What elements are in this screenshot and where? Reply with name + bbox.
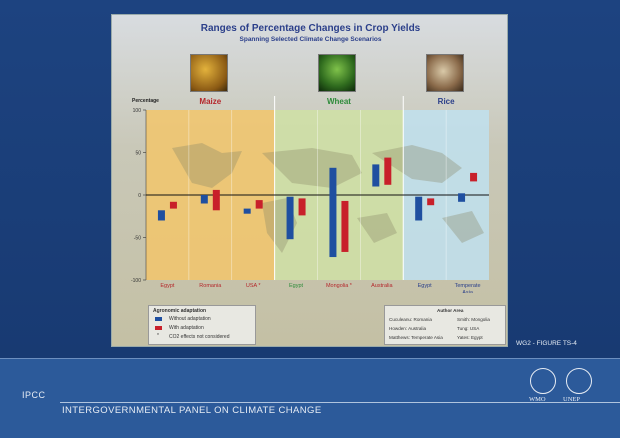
y-tick-label: 50 (135, 151, 141, 157)
author-entry: Tung: USA (457, 326, 480, 331)
author-entry: Yates: Egypt (457, 335, 483, 340)
maize-photo (190, 54, 228, 92)
footer-divider (60, 402, 620, 403)
bar-with-adaptation (255, 200, 263, 209)
legend: Agronomic adaptation Without adaptation … (148, 305, 256, 345)
wmo-logo-icon (530, 368, 556, 394)
bar-without-adaptation (157, 210, 165, 221)
y-tick-label: 0 (138, 193, 141, 199)
legend-title: Agronomic adaptation (153, 308, 207, 314)
legend-item-without: Without adaptation (169, 316, 211, 322)
legend-swatch-without (155, 317, 162, 321)
crop-label: Maize (199, 97, 221, 106)
bar-with-adaptation (384, 157, 392, 185)
region-label: Egypt (418, 283, 433, 289)
legend-item-co2: CO2 effects not considered (169, 334, 230, 340)
map-landmass (357, 213, 397, 243)
legend-asterisk: * (157, 333, 159, 339)
region-label: Egypt (289, 283, 304, 289)
ipcc-full-name: INTERGOVERNMENTAL PANEL ON CLIMATE CHANG… (62, 405, 322, 416)
bar-without-adaptation (458, 193, 466, 202)
author-entry: Smith: Mongolia (457, 317, 490, 322)
crop-yield-chart: Maize Wheat Rice 100 50 0 -50 -100 Percentage Egy… (131, 96, 489, 293)
author-area-box: Author Area Cuculeanu: Romania Smith: Mo… (384, 305, 506, 345)
y-tick-label: 100 (133, 108, 142, 114)
region-label: Mongolia * (326, 283, 353, 289)
y-tick-label: -50 (134, 236, 141, 242)
map-landmass (262, 148, 362, 188)
rice-photo (426, 54, 464, 92)
author-entry: Howden: Australia (389, 326, 427, 331)
legend-swatch-with (155, 326, 162, 330)
unep-logo-icon (566, 368, 592, 394)
crop-label: Rice (438, 97, 455, 106)
bar-without-adaptation (243, 208, 251, 214)
author-title: Author Area (437, 308, 464, 313)
region-label: Romania (199, 283, 222, 289)
crop-label: Wheat (327, 97, 351, 106)
chart-title: Ranges of Percentage Changes in Crop Yie… (200, 23, 421, 34)
region-label: Temperate (455, 283, 481, 289)
map-landmass (442, 211, 484, 243)
author-entry: Cuculeanu: Romania (389, 317, 432, 322)
author-entry: Matthews: Temperate Asia (389, 335, 443, 340)
map-landmass (372, 145, 462, 183)
bar-with-adaptation (427, 198, 435, 206)
bar-with-adaptation (298, 198, 306, 216)
bar-without-adaptation (329, 167, 337, 258)
y-axis-label: Percentage (132, 98, 159, 104)
unep-logo-text: UNEP (563, 396, 580, 403)
bar-without-adaptation (286, 196, 294, 240)
region-label: Australia (371, 283, 393, 289)
bar-with-adaptation (341, 200, 349, 252)
bar-without-adaptation (200, 195, 208, 204)
bar-with-adaptation (212, 189, 220, 211)
footer-band (0, 358, 620, 438)
region-label: Asia (462, 290, 474, 293)
y-tick-label: -100 (131, 278, 141, 284)
bar-without-adaptation (372, 164, 380, 187)
figure-reference: WG2 - FIGURE TS-4 (516, 340, 577, 347)
region-label: Egypt (160, 283, 175, 289)
ipcc-label: IPCC (22, 390, 46, 400)
chart-subtitle: Spanning Selected Climate Change Scenari… (239, 36, 382, 43)
region-label: USA * (246, 283, 262, 289)
wmo-logo-text: WMO (529, 396, 546, 403)
chart-panel: Ranges of Percentage Changes in Crop Yie… (111, 14, 508, 347)
legend-item-with: With adaptation (169, 325, 204, 331)
bar-with-adaptation (169, 201, 177, 209)
wheat-photo (318, 54, 356, 92)
bar-without-adaptation (415, 196, 423, 221)
bar-with-adaptation (470, 172, 478, 182)
map-landmass (172, 143, 242, 188)
